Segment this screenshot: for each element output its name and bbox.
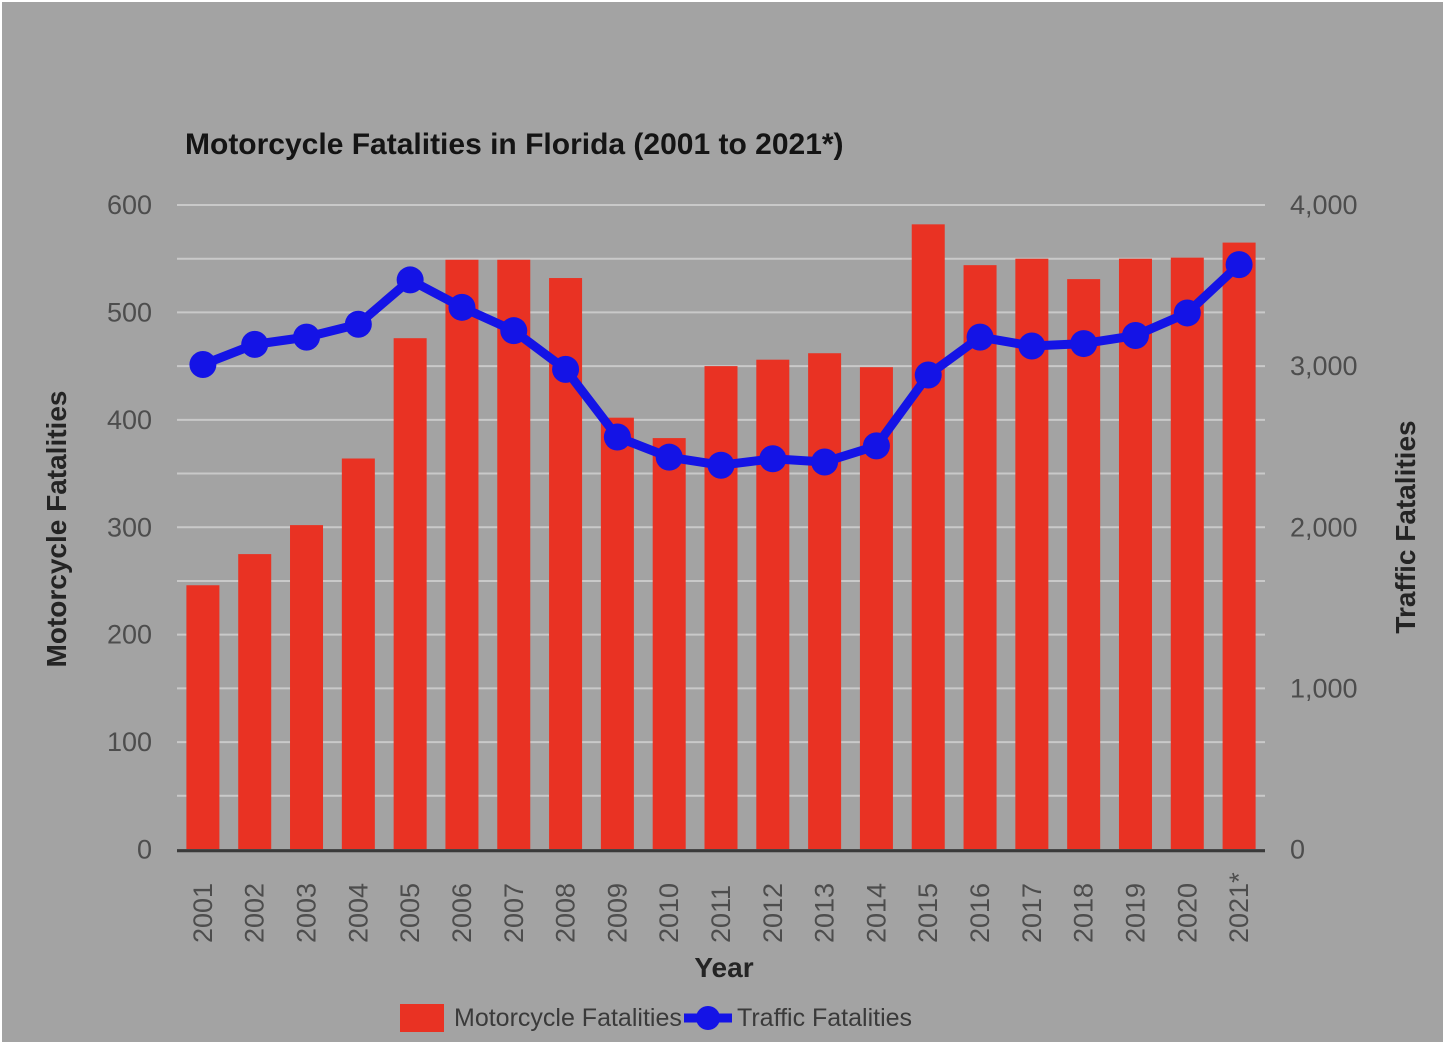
line-marker-2003 xyxy=(293,323,321,351)
left-tick-500: 500 xyxy=(107,297,152,327)
line-marker-2021* xyxy=(1225,251,1253,279)
left-tick-200: 200 xyxy=(107,620,152,650)
x-tick-2015: 2015 xyxy=(913,883,943,943)
x-tick-2019: 2019 xyxy=(1120,883,1150,943)
x-tick-2007: 2007 xyxy=(499,883,529,943)
line-marker-2018 xyxy=(1070,330,1098,358)
x-tick-2003: 2003 xyxy=(292,883,322,943)
x-tick-2011: 2011 xyxy=(706,885,736,943)
chart-title: Motorcycle Fatalities in Florida (2001 t… xyxy=(185,128,844,161)
x-tick-2002: 2002 xyxy=(240,883,270,943)
bar-2013 xyxy=(808,353,842,849)
right-tick-2,000: 2,000 xyxy=(1290,512,1358,542)
legend-bar-swatch xyxy=(400,1004,444,1032)
legend-line-dot xyxy=(696,1006,720,1030)
x-tick-2012: 2012 xyxy=(758,883,788,943)
bar-2010 xyxy=(652,438,686,849)
line-marker-2017 xyxy=(1018,332,1046,360)
x-tick-2016: 2016 xyxy=(965,883,995,943)
line-marker-2012 xyxy=(759,445,787,473)
right-axis-title: Traffic Fatalities xyxy=(1390,420,1421,634)
right-tick-0: 0 xyxy=(1290,835,1305,865)
left-tick-600: 600 xyxy=(107,190,152,220)
bar-2020 xyxy=(1170,257,1204,849)
right-tick-1,000: 1,000 xyxy=(1290,673,1358,703)
bar-2018 xyxy=(1067,279,1101,849)
bar-2016 xyxy=(963,265,997,849)
line-marker-2013 xyxy=(811,448,839,476)
line-marker-2005 xyxy=(396,266,424,294)
x-tick-2020: 2020 xyxy=(1172,883,1202,943)
x-tick-2014: 2014 xyxy=(861,883,891,943)
line-marker-2020 xyxy=(1173,299,1201,327)
line-marker-2008 xyxy=(552,355,580,383)
left-tick-300: 300 xyxy=(107,512,152,542)
x-tick-2008: 2008 xyxy=(551,883,581,943)
legend-line-marker-icon xyxy=(684,1006,732,1030)
legend-label-traffic: Traffic Fatalities xyxy=(737,1004,913,1032)
left-axis-title: Motorcycle Fatalities xyxy=(41,390,72,668)
x-tick-2005: 2005 xyxy=(395,883,425,943)
line-marker-2006 xyxy=(448,293,476,321)
x-tick-2009: 2009 xyxy=(602,883,632,943)
left-tick-0: 0 xyxy=(137,835,152,865)
line-marker-2010 xyxy=(655,443,683,471)
line-marker-2004 xyxy=(344,310,372,338)
line-marker-2001 xyxy=(189,351,217,379)
x-tick-2013: 2013 xyxy=(810,883,840,943)
line-marker-2009 xyxy=(603,423,631,451)
bar-2009 xyxy=(600,417,634,849)
legend-label-motorcycle: Motorcycle Fatalities xyxy=(454,1004,682,1032)
line-marker-2011 xyxy=(707,451,735,479)
bar-2012 xyxy=(756,359,790,849)
line-marker-2014 xyxy=(862,432,890,460)
line-marker-2015 xyxy=(914,361,942,389)
right-tick-4,000: 4,000 xyxy=(1290,190,1358,220)
line-marker-2016 xyxy=(966,323,994,351)
left-tick-400: 400 xyxy=(107,405,152,435)
x-tick-2006: 2006 xyxy=(447,883,477,943)
x-tick-2004: 2004 xyxy=(343,883,373,943)
bar-2003 xyxy=(290,525,324,849)
line-marker-2002 xyxy=(241,330,269,358)
right-tick-3,000: 3,000 xyxy=(1290,351,1358,381)
bar-2021* xyxy=(1222,242,1256,850)
line-marker-2007 xyxy=(500,317,528,345)
bar-2002 xyxy=(238,554,272,849)
x-axis-title: Year xyxy=(694,952,754,983)
x-tick-2010: 2010 xyxy=(654,883,684,943)
x-tick-2018: 2018 xyxy=(1069,883,1099,943)
line-marker-2019 xyxy=(1121,322,1149,350)
bar-2015 xyxy=(911,224,945,849)
bar-2006 xyxy=(445,259,479,850)
bar-2005 xyxy=(393,338,427,849)
bar-2007 xyxy=(497,259,531,850)
x-tick-2021*: 2021* xyxy=(1224,872,1254,943)
x-tick-2017: 2017 xyxy=(1017,883,1047,943)
left-tick-100: 100 xyxy=(107,727,152,757)
bar-2011 xyxy=(704,366,738,849)
bar-2004 xyxy=(341,458,375,849)
bar-2019 xyxy=(1118,258,1152,849)
bar-2001 xyxy=(186,585,220,849)
x-tick-2001: 2001 xyxy=(188,883,218,943)
